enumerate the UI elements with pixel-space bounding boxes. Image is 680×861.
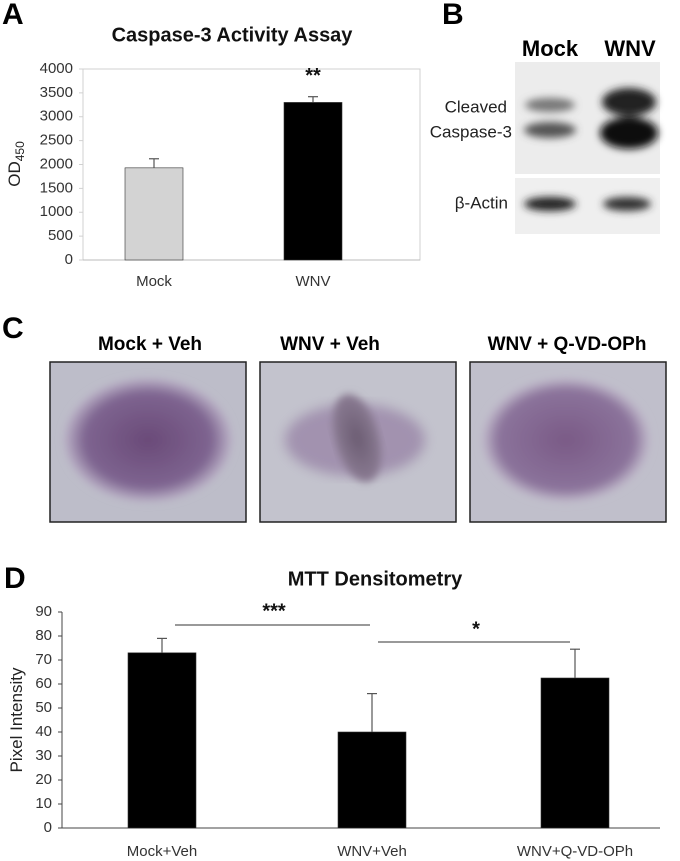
band-label: β-Actin <box>455 193 508 212</box>
y-tick-label: 50 <box>35 699 52 716</box>
y-tick-label: 1500 <box>40 179 73 196</box>
chart-title: MTT Densitometry <box>288 568 463 590</box>
y-tick-label: 10 <box>35 795 52 812</box>
y-tick-label: 0 <box>65 251 73 268</box>
y-tick-label: 40 <box>35 723 52 740</box>
annotation: *** <box>262 600 286 622</box>
panel-letter: B <box>442 0 464 31</box>
y-tick-label: 70 <box>35 651 52 668</box>
y-tick-label: 4000 <box>40 60 73 77</box>
bar <box>283 102 343 261</box>
y-tick-label: 500 <box>48 227 73 244</box>
annotation: ** <box>305 65 321 87</box>
y-axis-label: OD450 <box>5 141 27 187</box>
panel-letter: C <box>2 312 24 345</box>
y-tick-label: 20 <box>35 771 52 788</box>
y-axis-label: Pixel Intensity <box>7 667 26 772</box>
panel-letter: D <box>4 562 26 595</box>
annotation: * <box>472 618 480 640</box>
lane-label: Mock <box>522 36 579 61</box>
bar <box>127 652 197 829</box>
y-tick-label: 2500 <box>40 132 73 149</box>
bar <box>540 677 610 829</box>
image <box>259 361 457 523</box>
y-axis-label-text: OD <box>5 161 24 187</box>
y-tick-label: 3000 <box>40 108 73 125</box>
x-tick-label: WNV+Veh <box>337 843 407 860</box>
panel-letter: A <box>2 0 24 31</box>
image-title: Mock + Veh <box>98 334 202 355</box>
y-axis-label-text: Pixel Intensity <box>7 667 26 772</box>
chart-title: Caspase-3 Activity Assay <box>112 24 354 46</box>
x-tick-label: WNV <box>296 273 331 290</box>
image-title: WNV + Q-VD-OPh <box>488 334 647 355</box>
y-tick-label: 60 <box>35 675 52 692</box>
image-title: WNV + Veh <box>280 334 380 355</box>
y-tick-label: 0 <box>44 819 52 836</box>
bar <box>124 167 184 261</box>
blot-image <box>515 62 660 234</box>
y-axis-label-subscript: 450 <box>13 141 27 161</box>
y-tick-label: 80 <box>35 627 52 644</box>
y-tick-label: 90 <box>35 603 52 620</box>
lane-label: WNV <box>604 36 656 61</box>
bar <box>337 731 407 829</box>
x-tick-label: WNV+Q-VD-OPh <box>517 843 633 860</box>
x-tick-label: Mock <box>136 273 172 290</box>
band-label: Cleaved <box>445 97 507 116</box>
band-label: Caspase-3 <box>430 122 512 141</box>
x-tick-label: Mock+Veh <box>127 843 197 860</box>
y-tick-label: 30 <box>35 747 52 764</box>
y-tick-label: 3500 <box>40 84 73 101</box>
y-tick-label: 2000 <box>40 155 73 172</box>
image <box>49 361 247 523</box>
error-bar <box>308 96 318 103</box>
error-bar <box>367 692 377 732</box>
image <box>469 361 667 523</box>
y-tick-label: 1000 <box>40 203 73 220</box>
error-bar <box>570 648 580 678</box>
error-bar <box>157 637 167 653</box>
error-bar <box>149 158 159 168</box>
